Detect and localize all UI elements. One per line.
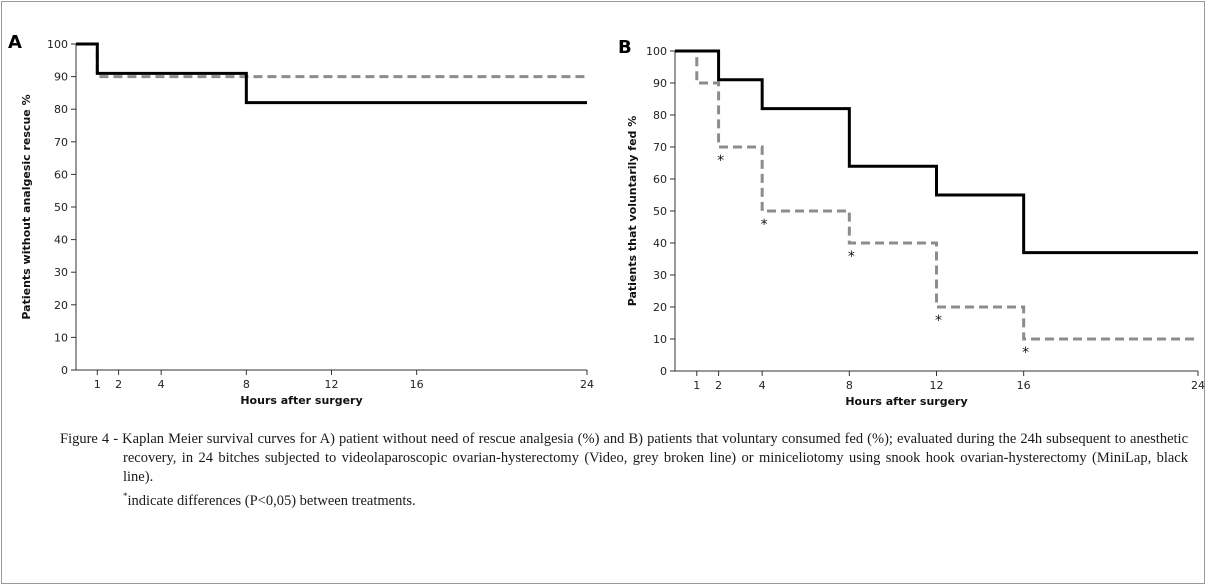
panel-label: B <box>618 37 632 58</box>
y-tick-label: 100 <box>47 38 68 51</box>
y-tick-label: 90 <box>653 77 667 90</box>
x-tick-label: 1 <box>693 379 700 392</box>
x-tick-label: 4 <box>759 379 766 392</box>
x-tick-label: 2 <box>115 378 122 391</box>
y-tick-label: 20 <box>54 299 68 312</box>
significance-marker: * <box>1022 345 1029 361</box>
y-tick-label: 80 <box>653 109 667 122</box>
y-tick-label: 80 <box>54 103 68 116</box>
y-axis-title: Patients that voluntarily fed % <box>626 116 639 307</box>
y-tick-label: 40 <box>653 237 667 250</box>
panel-label: A <box>8 32 22 53</box>
figure-caption: Figure 4 - Kaplan Meier survival curves … <box>60 430 1188 511</box>
significance-marker: * <box>935 313 942 329</box>
y-tick-label: 90 <box>54 71 68 84</box>
y-tick-label: 30 <box>653 269 667 282</box>
y-tick-label: 10 <box>653 333 667 346</box>
caption-note-text: indicate differences (P<0,05) between tr… <box>127 492 416 509</box>
y-tick-label: 100 <box>646 45 667 58</box>
solid-step-series <box>76 42 587 105</box>
x-tick-label: 8 <box>846 379 853 392</box>
x-tick-label: 2 <box>715 379 722 392</box>
y-tick-label: 0 <box>660 365 667 378</box>
x-tick-label: 16 <box>1017 379 1031 392</box>
x-tick-label: 12 <box>930 379 944 392</box>
x-tick-label: 12 <box>325 378 339 391</box>
y-tick-label: 70 <box>54 136 68 149</box>
caption-note: *indicate differences (P<0,05) between t… <box>123 487 1188 511</box>
y-tick-label: 70 <box>653 141 667 154</box>
y-tick-label: 40 <box>54 234 68 247</box>
y-tick-label: 0 <box>61 364 68 377</box>
y-tick-label: 50 <box>653 205 667 218</box>
x-tick-label: 8 <box>243 378 250 391</box>
caption-text: Figure 4 - Kaplan Meier survival curves … <box>60 431 1188 485</box>
x-tick-label: 1 <box>94 378 101 391</box>
x-axis-title: Hours after surgery <box>845 395 967 408</box>
x-axis-title: Hours after surgery <box>240 394 362 407</box>
x-tick-label: 4 <box>158 378 165 391</box>
y-axis-title: Patients without analgesic rescue % <box>20 94 33 319</box>
x-tick-label: 24 <box>580 378 594 391</box>
y-tick-label: 60 <box>653 173 667 186</box>
dashed-step-series <box>675 49 1198 341</box>
significance-marker: * <box>761 217 768 233</box>
significance-marker: * <box>848 249 855 265</box>
solid-step-series <box>675 49 1198 255</box>
x-tick-label: 16 <box>410 378 424 391</box>
y-tick-label: 60 <box>54 168 68 181</box>
significance-marker: * <box>717 153 724 169</box>
y-tick-label: 50 <box>54 201 68 214</box>
dashed-step-series <box>76 42 587 79</box>
y-tick-label: 20 <box>653 301 667 314</box>
y-tick-label: 30 <box>54 266 68 279</box>
y-tick-label: 10 <box>54 331 68 344</box>
caption-note-marker: * <box>123 491 128 501</box>
x-tick-label: 24 <box>1191 379 1205 392</box>
